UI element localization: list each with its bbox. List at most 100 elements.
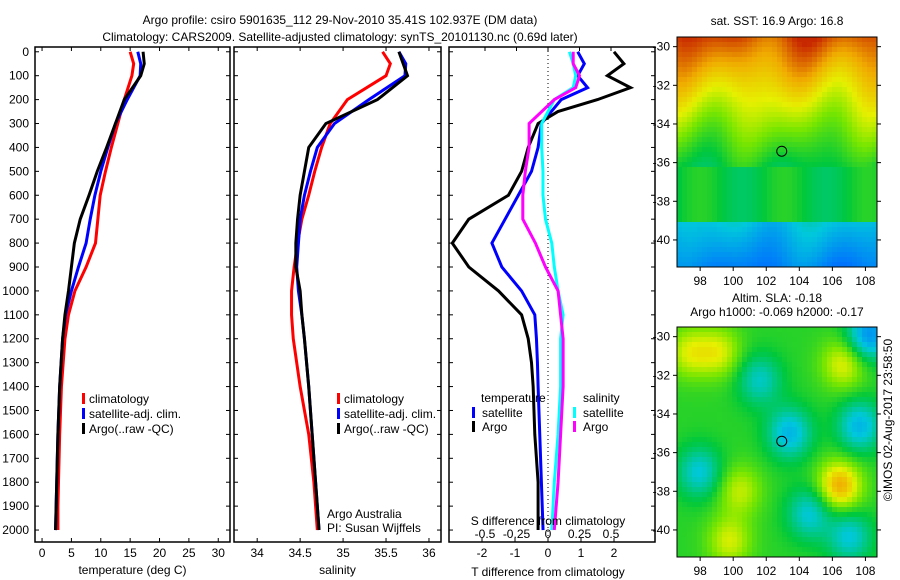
sst-map-cell: [822, 112, 827, 117]
s-xtick-label: -0.5: [475, 527, 496, 541]
sst-map-cell: [822, 92, 827, 97]
sla-map-cell: [752, 387, 757, 392]
sla-map-cell: [827, 327, 832, 332]
sla-map-cell: [737, 487, 742, 492]
sst-map-cell: [792, 112, 797, 117]
sst-map-cell: [737, 47, 742, 52]
sla-map-cell: [827, 427, 832, 432]
sst-map-cell: [812, 122, 817, 127]
sla-map-cell: [787, 457, 792, 462]
sst-map-cell: [872, 47, 877, 52]
sst-map-xtick-label: 98: [693, 274, 707, 288]
sla-map-cell: [842, 527, 847, 532]
sla-map-cell: [857, 452, 862, 457]
sst-map-cell: [732, 182, 737, 187]
sla-map-cell: [832, 472, 837, 477]
sla-map-cell: [702, 522, 707, 527]
sst-map-cell: [682, 212, 687, 217]
sla-map-cell: [847, 382, 852, 387]
sla-map-cell: [832, 447, 837, 452]
sla-map-cell: [837, 352, 842, 357]
sla-map-cell: [862, 327, 867, 332]
sst-map-cell: [682, 247, 687, 252]
sst-map-cell: [717, 77, 722, 82]
sst-map-cell: [772, 92, 777, 97]
sst-map-cell: [692, 222, 697, 227]
sla-map-cell: [862, 482, 867, 487]
sst-map-cell: [747, 192, 752, 197]
sla-map-cell: [772, 332, 777, 337]
sla-map-cell: [687, 417, 692, 422]
sst-map-cell: [787, 182, 792, 187]
sst-map-cell: [842, 232, 847, 237]
sla-map-cell: [867, 507, 872, 512]
sla-map-cell: [737, 387, 742, 392]
sst-map-cell: [677, 162, 682, 167]
sla-map-cell: [767, 452, 772, 457]
sst-map-cell: [832, 57, 837, 62]
sst-map-cell: [677, 187, 682, 192]
sla-map-cell: [712, 352, 717, 357]
sla-map-cell: [677, 547, 682, 552]
sla-map-cell: [782, 492, 787, 497]
sla-map-cell: [697, 382, 702, 387]
sst-map-cell: [702, 82, 707, 87]
sla-map-cell: [832, 402, 837, 407]
sla-map-cell: [742, 422, 747, 427]
sst-map-cell: [677, 127, 682, 132]
sla-map-cell: [812, 532, 817, 537]
sst-map-cell: [847, 192, 852, 197]
sla-map-cell: [717, 382, 722, 387]
sla-map-cell: [757, 422, 762, 427]
sst-map-cell: [742, 127, 747, 132]
sla-map-cell: [767, 497, 772, 502]
sst-map-cell: [697, 102, 702, 107]
sla-map-cell: [747, 377, 752, 382]
sst-map-cell: [772, 167, 777, 172]
sst-map-cell: [747, 197, 752, 202]
sla-map-xtick-label: 104: [789, 564, 809, 578]
sst-map-cell: [732, 82, 737, 87]
sst-map-cell: [687, 217, 692, 222]
sst-map-cell: [747, 257, 752, 262]
sst-map-cell: [867, 212, 872, 217]
sla-map-cell: [832, 432, 837, 437]
sla-map-cell: [797, 422, 802, 427]
sla-map-cell: [727, 537, 732, 542]
sla-map-cell: [722, 387, 727, 392]
sst-map-cell: [697, 237, 702, 242]
sst-map-cell: [802, 87, 807, 92]
sst-map-cell: [752, 117, 757, 122]
sla-map-cell: [842, 482, 847, 487]
sst-map-cell: [777, 82, 782, 87]
sla-map-cell: [732, 487, 737, 492]
sst-map-cell: [782, 77, 787, 82]
sla-map-cell: [837, 542, 842, 547]
sla-map-cell: [727, 457, 732, 462]
sst-map-cell: [757, 77, 762, 82]
sla-map-cell: [817, 482, 822, 487]
sst-map-cell: [857, 162, 862, 167]
sla-map-cell: [872, 477, 877, 482]
sla-map-cell: [707, 467, 712, 472]
sla-map-cell: [827, 547, 832, 552]
sla-map-cell: [777, 417, 782, 422]
sla-map-cell: [762, 407, 767, 412]
sst-map-cell: [682, 37, 687, 42]
sla-map-cell: [852, 387, 857, 392]
sst-map-cell: [727, 122, 732, 127]
sla-map-cell: [742, 552, 747, 557]
sst-map-cell: [727, 247, 732, 252]
sla-map-cell: [852, 482, 857, 487]
sst-map-cell: [767, 187, 772, 192]
sst-map-cell: [697, 37, 702, 42]
sst-map-cell: [787, 137, 792, 142]
sla-map-cell: [807, 482, 812, 487]
sst-map-cell: [817, 232, 822, 237]
sst-map-cell: [852, 47, 857, 52]
sst-map-cell: [797, 152, 802, 157]
sla-map-cell: [842, 382, 847, 387]
sla-map-cell: [812, 492, 817, 497]
sla-map-cell: [837, 372, 842, 377]
sst-map-cell: [687, 102, 692, 107]
